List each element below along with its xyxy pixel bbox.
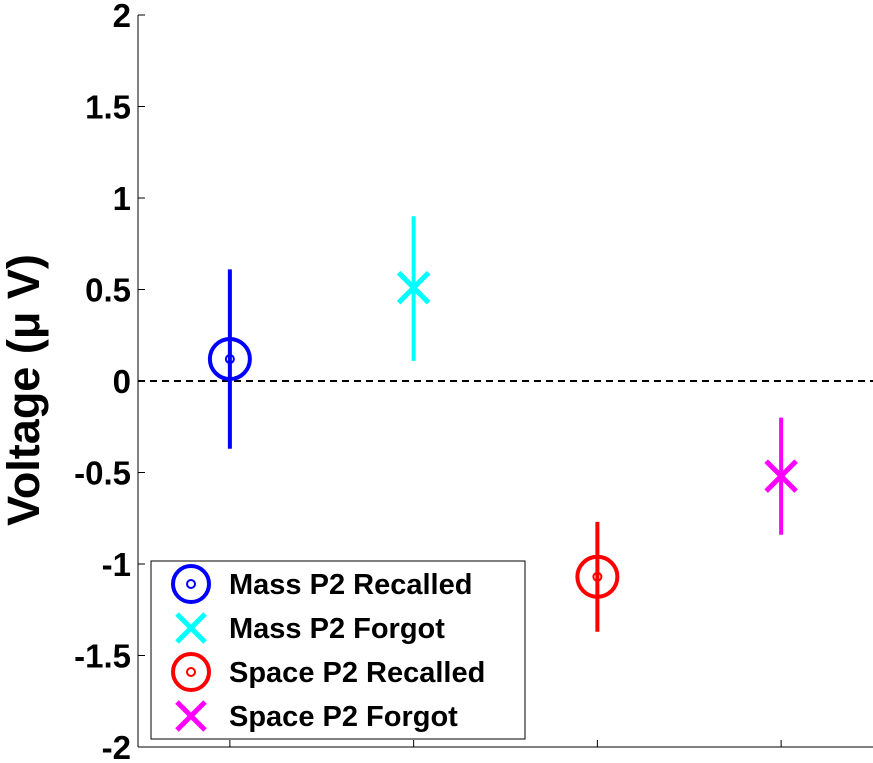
data-point-marker-stroke: [396, 270, 431, 305]
series-2: [396, 216, 431, 361]
y-tick-label: 1.5: [85, 89, 131, 126]
series-3: [575, 521, 620, 632]
data-point-center-dot: [224, 354, 235, 365]
y-tick-label: -0.5: [74, 455, 131, 492]
y-axis-ticks: 2 1.5 1 0.5 0 -0.5 -1 -1.5 -2: [74, 0, 145, 763]
legend-marker-marker: [171, 564, 211, 604]
legend-box: [150, 560, 526, 740]
data-point-center-dot: [592, 571, 603, 582]
y-axis-label: Voltage (μ V): [0, 254, 49, 526]
data-marks: [207, 216, 798, 632]
legend-item: Space P2 Forgot: [175, 700, 458, 733]
legend-marker-marker-stroke: [175, 612, 207, 644]
y-tick-label: 2: [113, 0, 131, 34]
legend-item: Mass P2 Forgot: [175, 612, 445, 645]
legend-label: Mass P2 Forgot: [229, 613, 445, 645]
y-tick-label: 0: [113, 363, 131, 400]
data-point-marker: [575, 554, 620, 599]
legend-label: Mass P2 Recalled: [229, 569, 472, 601]
series-1: [207, 269, 252, 449]
legend: Mass P2 Recalled Mass P2 Forgot Space P2 R…: [150, 560, 526, 740]
legend-marker-center-dot: [186, 579, 196, 589]
legend-item: Space P2 Recalled: [171, 652, 485, 692]
y-tick-label: -2: [102, 729, 131, 763]
legend-marker-marker-stroke: [175, 700, 207, 732]
y-tick-label: -1: [102, 546, 131, 583]
data-point-marker: [207, 337, 252, 382]
legend-label: Space P2 Recalled: [229, 657, 485, 689]
y-tick-label: 0.5: [85, 272, 131, 309]
data-point-marker-stroke: [764, 459, 798, 493]
series-4: [764, 417, 798, 535]
legend-marker-center-dot: [186, 667, 196, 677]
legend-marker-marker: [171, 652, 211, 692]
y-tick-label: 1: [113, 180, 131, 217]
legend-item: Mass P2 Recalled: [171, 564, 472, 604]
y-tick-label: -1.5: [74, 638, 131, 675]
legend-label: Space P2 Forgot: [229, 701, 458, 733]
x-axis-ticks: [229, 740, 782, 747]
